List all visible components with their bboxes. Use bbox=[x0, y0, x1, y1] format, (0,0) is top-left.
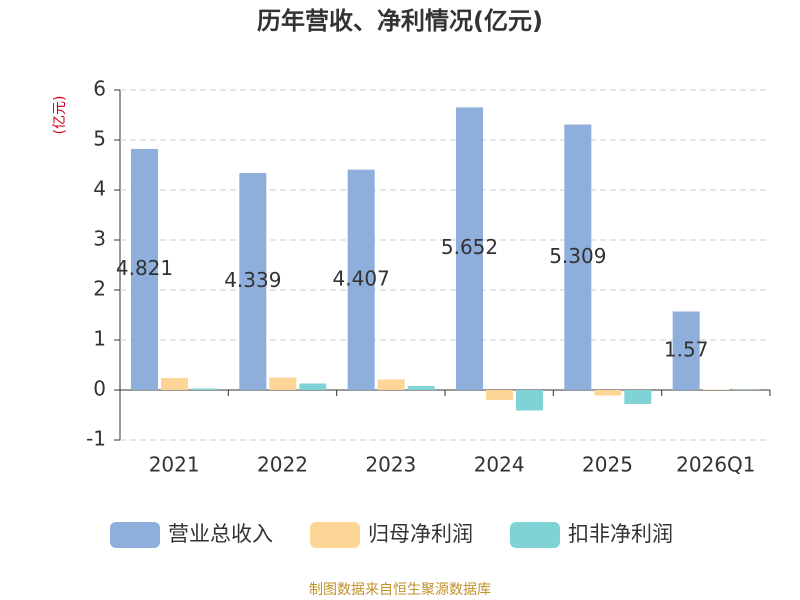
value-label: 1.57 bbox=[664, 337, 709, 361]
legend-label: 扣非净利润 bbox=[568, 522, 673, 546]
bar bbox=[161, 378, 188, 390]
x-tick-label: 2021 bbox=[149, 453, 200, 477]
source-note: 制图数据来自恒生聚源数据库 bbox=[309, 582, 491, 598]
x-tick-label: 2026Q1 bbox=[676, 453, 755, 477]
x-tick-label: 2025 bbox=[582, 453, 633, 477]
bar bbox=[516, 390, 543, 411]
bar bbox=[672, 311, 700, 390]
bar bbox=[191, 388, 218, 390]
bar bbox=[377, 379, 405, 390]
bar bbox=[299, 383, 327, 390]
y-tick-label: -1 bbox=[86, 427, 106, 451]
bar bbox=[594, 390, 622, 396]
value-label: 4.821 bbox=[116, 256, 173, 280]
legend-swatch bbox=[510, 522, 560, 548]
bar bbox=[131, 148, 158, 390]
y-tick-label: 1 bbox=[93, 327, 106, 351]
value-label: 4.339 bbox=[224, 268, 281, 292]
value-label: 5.309 bbox=[549, 244, 606, 268]
x-tick-label: 2024 bbox=[474, 453, 525, 477]
bar bbox=[564, 124, 592, 391]
bar bbox=[407, 386, 435, 390]
legend-swatch bbox=[310, 522, 360, 548]
bar bbox=[239, 173, 267, 390]
bar bbox=[486, 390, 513, 400]
y-tick-label: 0 bbox=[93, 377, 106, 401]
x-tick-label: 2023 bbox=[365, 453, 416, 477]
y-tick-label: 6 bbox=[93, 77, 106, 101]
legend-label: 营业总收入 bbox=[168, 522, 273, 546]
bar bbox=[624, 390, 652, 404]
bar bbox=[456, 107, 483, 391]
y-axis-label: (亿元) bbox=[52, 96, 68, 135]
y-tick-label: 2 bbox=[93, 277, 106, 301]
x-tick-label: 2022 bbox=[257, 453, 308, 477]
value-label: 5.652 bbox=[441, 235, 498, 259]
chart-title: 历年营收、净利情况(亿元) bbox=[257, 7, 543, 35]
bar bbox=[347, 169, 375, 390]
y-tick-label: 3 bbox=[93, 227, 106, 251]
bar bbox=[702, 389, 730, 390]
y-tick-label: 5 bbox=[93, 127, 106, 151]
value-label: 4.407 bbox=[333, 266, 390, 290]
y-tick-label: 4 bbox=[93, 177, 106, 201]
legend-label: 归母净利润 bbox=[368, 522, 473, 546]
legend-swatch bbox=[110, 522, 160, 548]
bar bbox=[269, 377, 297, 390]
